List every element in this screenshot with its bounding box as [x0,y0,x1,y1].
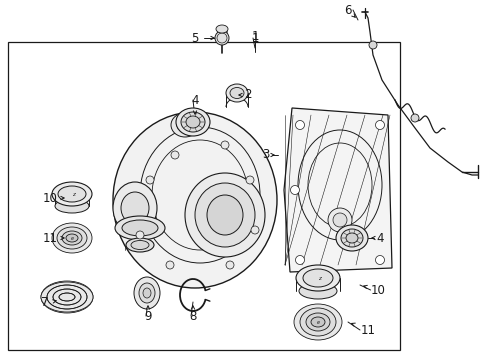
Ellipse shape [181,112,205,132]
Ellipse shape [121,192,149,224]
Bar [8,42,400,350]
Ellipse shape [57,227,87,249]
Ellipse shape [134,277,160,309]
Ellipse shape [58,186,86,202]
Circle shape [295,121,304,130]
Circle shape [333,213,347,227]
Text: 1: 1 [251,31,259,45]
Circle shape [251,226,259,234]
Ellipse shape [217,33,227,43]
Ellipse shape [336,225,368,251]
Circle shape [328,208,352,232]
Ellipse shape [230,87,244,99]
Ellipse shape [299,283,337,299]
Ellipse shape [216,25,228,33]
Text: z: z [72,192,74,197]
Circle shape [136,231,144,239]
Ellipse shape [186,116,200,128]
Circle shape [375,256,385,265]
Ellipse shape [113,182,157,234]
Ellipse shape [126,238,154,252]
Text: 11: 11 [361,324,375,337]
Circle shape [369,41,377,49]
Circle shape [411,114,419,122]
Ellipse shape [177,118,193,132]
Text: 5: 5 [191,31,198,45]
Ellipse shape [294,304,342,340]
Text: 2: 2 [244,89,252,102]
Circle shape [171,151,179,159]
Circle shape [221,141,229,149]
Ellipse shape [41,281,93,313]
Text: 3: 3 [262,148,270,162]
Text: e: e [71,237,73,242]
Ellipse shape [62,231,82,245]
Ellipse shape [207,195,243,235]
Circle shape [291,185,299,194]
Ellipse shape [122,220,158,236]
Ellipse shape [306,313,330,331]
Text: 1: 1 [251,30,259,42]
Ellipse shape [143,288,151,298]
Text: 10: 10 [370,284,386,297]
Text: 10: 10 [43,192,57,204]
Ellipse shape [171,113,199,137]
Text: 6: 6 [344,4,352,17]
Text: 8: 8 [189,310,196,323]
Ellipse shape [139,283,155,303]
Circle shape [246,176,254,184]
Circle shape [226,261,234,269]
Ellipse shape [195,183,255,247]
Ellipse shape [52,182,92,206]
Circle shape [146,176,154,184]
Ellipse shape [226,84,248,102]
Ellipse shape [115,216,165,240]
Ellipse shape [303,269,333,287]
Ellipse shape [300,308,336,336]
Ellipse shape [296,265,340,291]
Ellipse shape [176,108,210,136]
Ellipse shape [41,282,93,312]
Ellipse shape [341,229,363,247]
Text: 9: 9 [144,310,152,323]
Ellipse shape [131,240,149,249]
Ellipse shape [311,317,325,327]
Polygon shape [284,108,392,272]
Ellipse shape [55,199,89,213]
Circle shape [166,261,174,269]
Text: 11: 11 [43,231,57,244]
Ellipse shape [52,223,92,253]
Text: 4: 4 [191,94,199,107]
Ellipse shape [66,234,78,242]
Ellipse shape [185,173,265,257]
Text: e: e [317,320,319,325]
Text: z: z [318,275,320,280]
Text: 7: 7 [41,297,49,310]
Text: 4: 4 [376,231,384,244]
Ellipse shape [215,31,229,45]
Ellipse shape [113,112,277,288]
Circle shape [295,256,304,265]
Ellipse shape [346,233,358,243]
Circle shape [375,121,385,130]
